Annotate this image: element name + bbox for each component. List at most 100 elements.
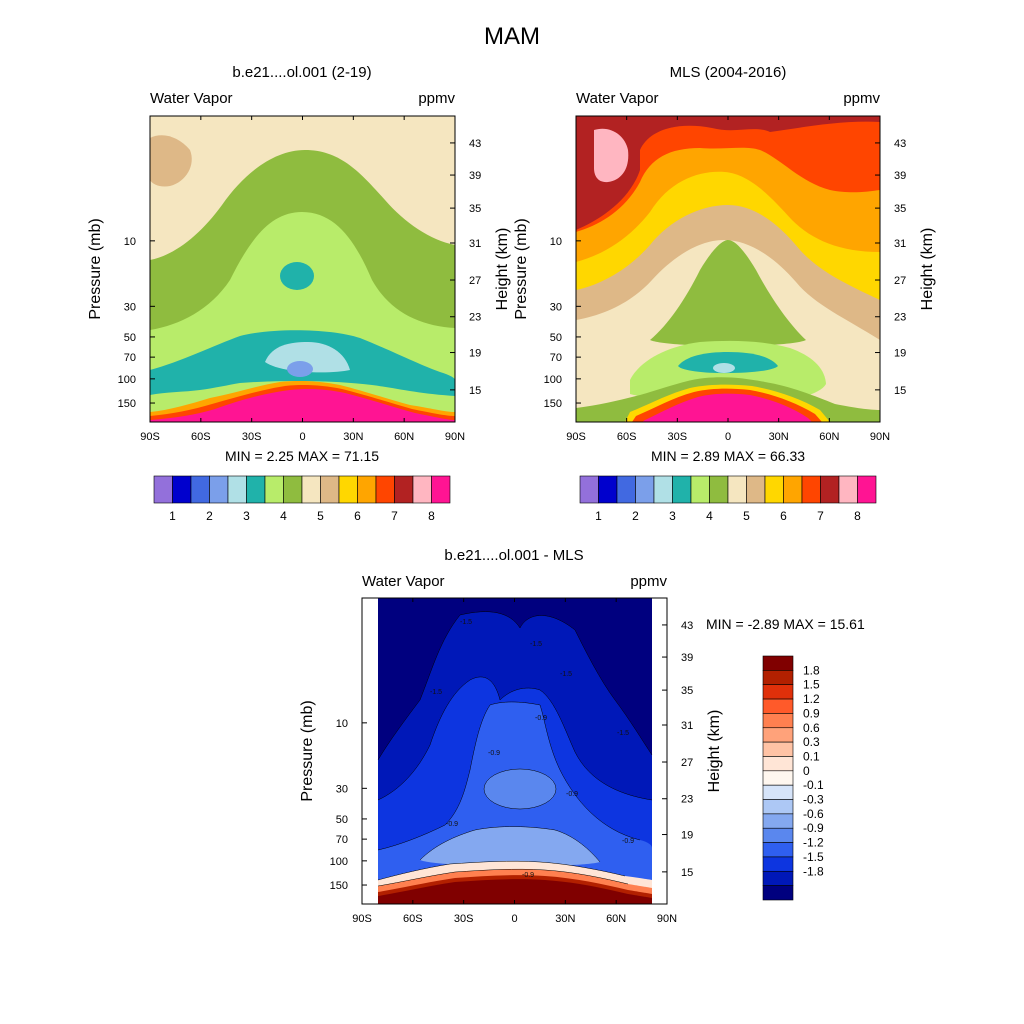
colorbar-swatch xyxy=(635,475,655,504)
contour-line xyxy=(377,701,641,851)
y-right-tick-label: 31 xyxy=(469,238,481,250)
contour-field xyxy=(576,116,880,422)
colorbar-label: 0.3 xyxy=(803,735,820,749)
x-tick-label: 60S xyxy=(617,431,637,443)
colorbar-swatch xyxy=(857,475,877,504)
x-tick-label: 60S xyxy=(191,431,211,443)
y-tick-label: 150 xyxy=(544,398,562,410)
colorbar-swatch xyxy=(320,475,340,504)
colorbar-label: 4 xyxy=(706,509,713,523)
contour-band-neg-0-6-island xyxy=(484,769,556,809)
panel-diff: b.e21....ol.001 - MLS Water Vapor ppmv xyxy=(361,547,668,905)
colorbar-swatch xyxy=(431,475,451,504)
panel-variable-label: Water Vapor xyxy=(362,573,445,590)
y-tick-label: 100 xyxy=(330,856,348,868)
contour-line xyxy=(419,826,601,863)
y-tick-label: 10 xyxy=(336,718,348,730)
colorbar-swatch xyxy=(283,475,303,504)
contour-labels: -1.5 -1.5 -1.5 -1.5 -0.9 -0.9 -0.9 -0.9 … xyxy=(430,619,634,879)
colorbar-model: 1 2 3 4 5 6 7 8 xyxy=(153,475,451,523)
colorbar-swatch xyxy=(762,756,794,772)
panel-variable-label: Water Vapor xyxy=(576,90,659,107)
y-tick-label: 30 xyxy=(550,301,562,313)
colorbar-label: 0 xyxy=(803,764,810,778)
contour-label: -1.5 xyxy=(460,619,472,626)
y-right-tick-label: 15 xyxy=(681,867,693,879)
colorbar-swatch xyxy=(246,475,266,504)
colorbar-swatch xyxy=(801,475,821,504)
colorbar-label: 8 xyxy=(428,509,435,523)
contour-label: -0.9 xyxy=(522,872,534,879)
colorbar-swatch xyxy=(227,475,247,504)
colorbar-swatch xyxy=(394,475,414,504)
y-tick-label: 100 xyxy=(118,374,136,386)
y-right-tick-label: 43 xyxy=(894,138,906,150)
min-max-label: MIN = 2.25 MAX = 71.15 xyxy=(225,448,379,464)
y-tick-label: 70 xyxy=(124,352,136,364)
contour-band-4b xyxy=(650,240,806,346)
min-max-label: MIN = 2.89 MAX = 66.33 xyxy=(651,448,805,464)
colorbar-label: -1.5 xyxy=(803,850,824,864)
contour-band-2b xyxy=(287,361,313,377)
x-tick-label: 30S xyxy=(668,431,688,443)
contour-band-7b-top xyxy=(576,116,880,127)
colorbar-swatch xyxy=(762,885,794,901)
y-right-tick-label: 15 xyxy=(469,385,481,397)
colorbar-swatch xyxy=(338,475,358,504)
y-right-tick-label: 35 xyxy=(894,203,906,215)
contour-band-5b xyxy=(150,135,192,187)
x-tick-label: 0 xyxy=(299,431,305,443)
contour-label: -0.9 xyxy=(566,791,578,798)
y-right-tick-label: 27 xyxy=(894,275,906,287)
colorbar-label: -1.2 xyxy=(803,836,824,850)
y-right-tick-label: 31 xyxy=(681,720,693,732)
colorbar-label: 2 xyxy=(206,509,213,523)
colorbar-swatch xyxy=(616,475,636,504)
x-tick-label: 30N xyxy=(769,431,789,443)
colorbar-swatch xyxy=(762,827,794,843)
colorbar-swatch xyxy=(375,475,395,504)
y-right-tick-label: 31 xyxy=(894,238,906,250)
colorbar-swatch xyxy=(762,856,794,872)
colorbar-label: 6 xyxy=(354,509,361,523)
y-right-axis-title: Height (km) xyxy=(494,228,511,311)
colorbar-swatch xyxy=(762,713,794,729)
colorbar-label: 7 xyxy=(817,509,824,523)
contour-lines xyxy=(377,611,653,887)
y-right-tick-label: 23 xyxy=(894,312,906,324)
colorbar-swatch xyxy=(301,475,321,504)
colorbar-swatch xyxy=(764,475,784,504)
y-right-tick-label: 19 xyxy=(469,348,481,360)
contour-band-3b xyxy=(678,352,778,374)
colorbar-swatch xyxy=(762,741,794,757)
x-tick-label: 30S xyxy=(242,431,262,443)
y-tick-label: 30 xyxy=(124,301,136,313)
contour-label: -1.5 xyxy=(560,671,572,678)
y-right-tick-label: 43 xyxy=(469,138,481,150)
contour-field: -1.5 -1.5 -1.5 -1.5 -0.9 -0.9 -0.9 -0.9 … xyxy=(362,598,667,904)
colorbar-swatch xyxy=(690,475,710,504)
panel-units-label: ppmv xyxy=(418,90,455,107)
colorbar-swatch xyxy=(762,770,794,786)
y-right-tick-label: 43 xyxy=(681,620,693,632)
y-tick-label: 10 xyxy=(124,236,136,248)
axes-model: 90S 60S 30S 0 30N 60N 90N 10 30 50 70 100 150 43 39 35 3… xyxy=(87,116,511,443)
y-right-tick-label: 15 xyxy=(894,385,906,397)
colorbar-label: -1.8 xyxy=(803,864,824,878)
x-tick-label: 90S xyxy=(566,431,586,443)
y-axis-title: Pressure (mb) xyxy=(87,218,104,319)
colorbar-swatch xyxy=(746,475,766,504)
y-tick-label: 100 xyxy=(544,374,562,386)
panel-model: b.e21....ol.001 (2-19) Water Vapor ppmv xyxy=(149,64,456,423)
colorbar-label: 2 xyxy=(632,509,639,523)
x-tick-label: 60N xyxy=(606,913,626,925)
contour-line xyxy=(377,676,653,801)
colorbar-label: 1.8 xyxy=(803,663,820,677)
colorbar-label: 1.5 xyxy=(803,678,820,692)
contour-label: -0.9 xyxy=(446,821,458,828)
axes-mls: 90S 60S 30S 0 30N 60N 90N 10 30 50 70 100 150 43 39 35 3… xyxy=(513,116,936,443)
contour-field xyxy=(150,116,455,422)
panel-title: b.e21....ol.001 (2-19) xyxy=(232,64,371,81)
contour-label: -1.5 xyxy=(430,689,442,696)
